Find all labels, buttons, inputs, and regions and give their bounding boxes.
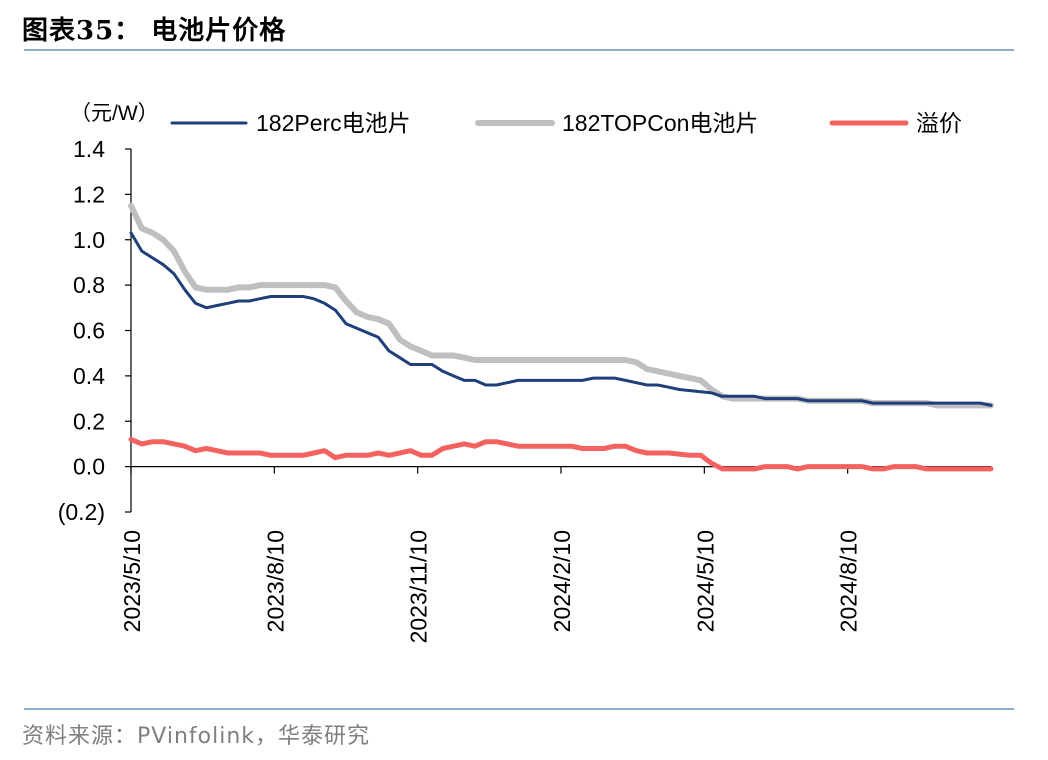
x-tick-label: 2024/5/10 [692, 530, 718, 632]
axes-layer: 1.4 1.2 1.0 0.8 0.6 0.4 0.2 0.0 (0.2) 2023/5/10 20… [58, 136, 991, 643]
battery-cell-price-chart: 1.4 1.2 1.0 0.8 0.6 0.4 0.2 0.0 (0.2) 2023/5/10 20… [58, 102, 994, 643]
x-tick-label: 2023/5/10 [119, 530, 145, 632]
title-divider [24, 49, 1014, 51]
x-tick-label: 2024/2/10 [549, 530, 575, 632]
x-tick-label: 2023/8/10 [262, 530, 288, 632]
series-line-topcon [128, 202, 994, 409]
y-tick-label: 0.2 [73, 408, 105, 434]
figure-title: 图表35： 电池片价格 [22, 16, 287, 46]
series-layer [128, 202, 994, 472]
y-tick-label: (0.2) [58, 499, 105, 525]
y-tick-label: 0.8 [73, 272, 105, 298]
series-line-premium [128, 436, 994, 472]
y-tick-label: 0.0 [73, 454, 105, 480]
x-tick-label: 2023/11/10 [406, 530, 432, 643]
legend-label-premium: 溢价 [916, 110, 962, 136]
series-line-perc [129, 231, 993, 407]
source-note: 资料来源：PVinfolink，华泰研究 [22, 724, 371, 749]
y-tick-label: 1.2 [73, 181, 105, 207]
x-tick-label: 2024/8/10 [836, 530, 862, 632]
legend-label-perc: 182Perc电池片 [256, 110, 411, 136]
legend-label-topcon: 182TOPCon电池片 [562, 110, 758, 136]
source-divider [24, 708, 1014, 710]
y-tick-label: 1.4 [73, 136, 105, 162]
y-tick-label: 0.6 [73, 318, 105, 344]
legend: 182Perc电池片 182TOPCon电池片 溢价 [170, 110, 962, 136]
y-tick-label: 1.0 [73, 227, 105, 253]
y-unit-label: （元/W） [70, 102, 159, 125]
y-tick-label: 0.4 [73, 363, 105, 389]
